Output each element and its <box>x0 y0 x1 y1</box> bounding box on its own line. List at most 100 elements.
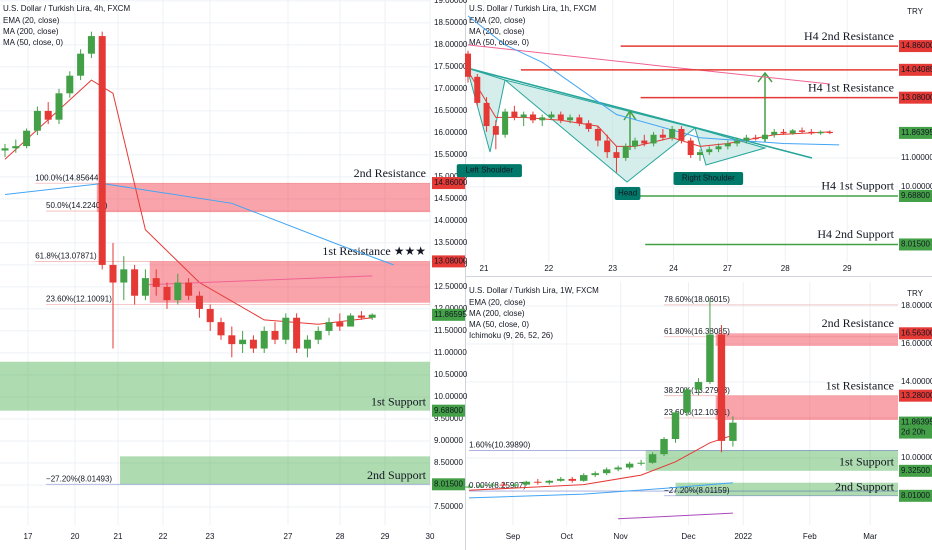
candle-body <box>228 335 236 345</box>
candle-body <box>808 131 815 134</box>
candle-body <box>683 389 691 413</box>
candle-body <box>625 463 634 468</box>
candle-body <box>293 317 301 349</box>
indicator-line <box>4 182 394 266</box>
x-tick-label: 23 <box>608 264 617 273</box>
candle-body <box>687 140 694 156</box>
y-tick-label: 17.50000 <box>434 62 468 71</box>
zone <box>96 183 430 213</box>
candle-body <box>163 286 171 301</box>
candle-body <box>336 322 344 327</box>
candle-body <box>557 114 564 121</box>
candle-body <box>174 282 182 301</box>
price-tag <box>899 389 932 402</box>
candle-body <box>476 485 485 487</box>
price-tag <box>899 91 932 104</box>
price-tag <box>899 40 932 53</box>
candle-body <box>66 75 74 94</box>
candle-body <box>678 128 685 141</box>
candle-body <box>87 36 95 54</box>
fib-label: 61.8%(13.07871) <box>35 252 97 261</box>
y-tick-label: 7.50000 <box>434 502 463 511</box>
x-tick-label: Dec <box>681 532 695 541</box>
level-label: H4 1st Resistance <box>808 80 894 94</box>
price-tag-label: 9.68800 <box>901 191 930 200</box>
candle-body <box>77 53 85 76</box>
price-tag <box>899 189 932 202</box>
y-tick-label: 8.50000 <box>434 458 463 467</box>
candle-body <box>579 475 588 481</box>
y-tick-label: 17.00000 <box>434 84 468 93</box>
indicator-line <box>145 275 373 286</box>
zone <box>715 333 898 346</box>
candle-body <box>464 53 472 77</box>
price-tag <box>432 255 465 268</box>
fib-label: 100.0%(14.85644) <box>35 173 101 182</box>
x-tick-label: 27 <box>284 532 293 541</box>
y-tick-label: 11.00000 <box>434 348 467 357</box>
candle-body <box>724 143 731 147</box>
candle-body <box>511 484 519 486</box>
legend-entry: MA (200, close) <box>3 27 59 36</box>
x-tick-label: 24 <box>669 264 678 273</box>
candle-body <box>545 480 554 483</box>
candle-body <box>465 486 473 488</box>
candle-body <box>659 134 666 138</box>
x-tick-label: 2022 <box>734 532 752 541</box>
fib-label: −27.20%(8.01493) <box>46 474 112 483</box>
indicator-line <box>618 512 733 520</box>
candle-body <box>357 315 365 318</box>
candle-body <box>591 473 599 476</box>
y-tick-label: 18.00000 <box>434 40 468 49</box>
zone-label: 2nd Support <box>835 480 895 494</box>
y-tick-label: 18.00000 <box>901 301 932 310</box>
fib-label: 1.60%(10.39890) <box>469 441 531 450</box>
candle-body <box>817 131 824 134</box>
price-tag <box>432 404 465 417</box>
x-tick-label: 29 <box>381 532 390 541</box>
y-tick-label: 9.50000 <box>434 414 463 423</box>
candle-body <box>23 130 31 147</box>
candle-body <box>185 282 193 296</box>
candle-body <box>576 117 583 124</box>
y-tick-label: 18.50000 <box>434 18 468 27</box>
indicator-line <box>468 434 734 491</box>
y-tick-label: 10.00000 <box>901 453 932 462</box>
price-tag <box>432 308 465 321</box>
candle-body <box>520 114 527 118</box>
legend-entry: EMA (20, close) <box>3 16 60 25</box>
price-tag-label: 11.86395 <box>901 128 932 137</box>
candle-body <box>492 126 499 135</box>
candle-body <box>217 322 225 336</box>
candle-body <box>368 314 376 318</box>
candle-body <box>660 439 668 455</box>
candle-body <box>622 146 629 158</box>
fib-label: 23.60%(12.10381) <box>664 408 730 417</box>
x-tick-label: 23 <box>206 532 215 541</box>
candle-body <box>539 117 546 121</box>
candle-body <box>325 322 333 331</box>
price-tag-label: 13.28000 <box>901 391 932 400</box>
candle-body <box>44 110 52 120</box>
x-tick-label: 21 <box>114 532 123 541</box>
candle-body <box>131 269 139 296</box>
x-tick-label: 28 <box>781 264 790 273</box>
chart-title: U.S. Dollar / Turkish Lira, 1W, FXCM <box>469 286 599 295</box>
candle-body <box>743 137 750 141</box>
candle-body <box>789 130 796 134</box>
y-tick-label: 19.00000 <box>434 0 468 5</box>
candle-body <box>12 146 20 149</box>
x-tick-label: Feb <box>803 532 817 541</box>
candle-body <box>734 140 741 144</box>
price-tag-label: 13.08000 <box>901 93 932 102</box>
indicator-line <box>467 15 840 146</box>
candle-body <box>613 152 620 158</box>
candle-body <box>637 462 645 464</box>
candle-body <box>499 484 508 486</box>
candle-body <box>282 317 290 340</box>
y-tick-label: 10.50000 <box>434 370 468 379</box>
y-tick-label: 13.50000 <box>434 238 468 247</box>
price-tag <box>899 327 932 340</box>
candle-body <box>109 264 117 283</box>
